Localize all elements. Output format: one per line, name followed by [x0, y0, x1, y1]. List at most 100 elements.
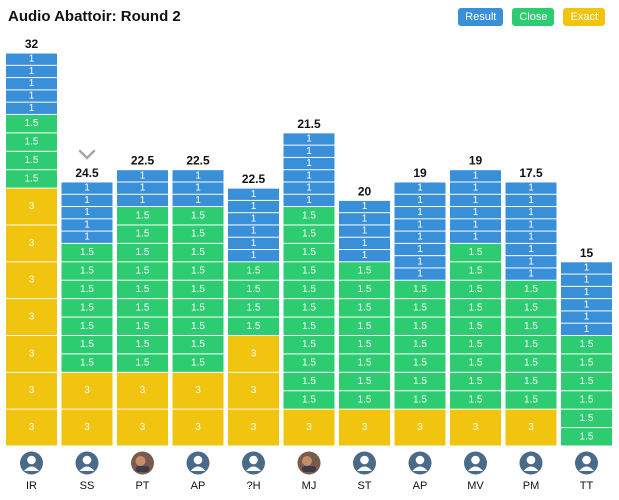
bar-segment-close[interactable]: [394, 317, 446, 335]
bar-segment-exact[interactable]: [228, 372, 279, 409]
bar-segment-result[interactable]: [450, 207, 501, 219]
bar-segment-close[interactable]: [61, 280, 113, 299]
bar-segment-result[interactable]: [172, 182, 224, 194]
bar-segment-close[interactable]: [117, 317, 168, 335]
bar-segment-result[interactable]: [505, 231, 557, 243]
bar-segment-result[interactable]: [450, 182, 501, 194]
bar-segment-close[interactable]: [283, 262, 335, 280]
bar-segment-close[interactable]: [450, 262, 501, 280]
bar-segment-result[interactable]: [6, 102, 57, 114]
bar-segment-close[interactable]: [117, 243, 168, 262]
bar-segment-result[interactable]: [228, 237, 279, 250]
legend-exact-button[interactable]: Exact: [563, 8, 605, 26]
bar-segment-close[interactable]: [450, 354, 501, 372]
bar-segment-close[interactable]: [450, 335, 501, 354]
bar-segment-close[interactable]: [283, 225, 335, 243]
bar-segment-close[interactable]: [339, 280, 390, 299]
bar-segment-result[interactable]: [394, 268, 446, 280]
bar-segment-close[interactable]: [283, 243, 335, 262]
bar-segment-exact[interactable]: [172, 409, 224, 446]
bar-segment-close[interactable]: [117, 299, 168, 317]
bar-segment-result[interactable]: [394, 194, 446, 207]
bar-segment-result[interactable]: [561, 274, 612, 286]
bar-segment-result[interactable]: [283, 145, 335, 157]
bar-segment-close[interactable]: [561, 354, 612, 372]
bar-segment-close[interactable]: [6, 170, 57, 188]
bar-segment-result[interactable]: [61, 207, 113, 219]
bar-segment-result[interactable]: [505, 219, 557, 231]
bar-segment-close[interactable]: [394, 391, 446, 409]
bar-segment-result[interactable]: [505, 243, 557, 256]
bar-segment-close[interactable]: [283, 335, 335, 354]
bar-segment-result[interactable]: [339, 200, 390, 213]
bar-segment-result[interactable]: [505, 207, 557, 219]
bar-segment-close[interactable]: [61, 243, 113, 262]
bar-segment-close[interactable]: [339, 262, 390, 280]
bar-segment-result[interactable]: [505, 182, 557, 194]
bar-segment-close[interactable]: [61, 354, 113, 372]
bar-segment-result[interactable]: [172, 194, 224, 207]
bar-segment-exact[interactable]: [6, 188, 57, 225]
bar-segment-result[interactable]: [450, 194, 501, 207]
bar-segment-close[interactable]: [172, 243, 224, 262]
bar-segment-exact[interactable]: [6, 225, 57, 262]
bar-segment-exact[interactable]: [339, 409, 390, 446]
bar-segment-close[interactable]: [394, 335, 446, 354]
bar-segment-exact[interactable]: [6, 335, 57, 372]
bar-segment-close[interactable]: [172, 354, 224, 372]
bar-segment-result[interactable]: [117, 170, 168, 182]
bar-segment-result[interactable]: [339, 250, 390, 262]
bar-segment-exact[interactable]: [283, 409, 335, 446]
bar-segment-result[interactable]: [505, 268, 557, 280]
bar-segment-result[interactable]: [61, 182, 113, 194]
bar-segment-close[interactable]: [505, 354, 557, 372]
bar-segment-close[interactable]: [450, 243, 501, 262]
bar-segment-result[interactable]: [561, 323, 612, 335]
bar-segment-close[interactable]: [561, 335, 612, 354]
bar-segment-close[interactable]: [561, 409, 612, 428]
bar-segment-exact[interactable]: [61, 372, 113, 409]
bar-segment-close[interactable]: [61, 335, 113, 354]
bar-segment-exact[interactable]: [6, 299, 57, 335]
bar-segment-close[interactable]: [117, 225, 168, 243]
bar-segment-close[interactable]: [117, 354, 168, 372]
bar-segment-close[interactable]: [172, 280, 224, 299]
bar-segment-result[interactable]: [117, 182, 168, 194]
bar-segment-result[interactable]: [228, 250, 279, 262]
bar-segment-result[interactable]: [394, 243, 446, 256]
bar-segment-close[interactable]: [228, 280, 279, 299]
bar-segment-result[interactable]: [339, 213, 390, 225]
bar-segment-exact[interactable]: [505, 409, 557, 446]
bar-segment-close[interactable]: [505, 372, 557, 391]
bar-segment-close[interactable]: [228, 317, 279, 335]
bar-segment-result[interactable]: [394, 182, 446, 194]
bar-segment-close[interactable]: [172, 317, 224, 335]
bar-segment-result[interactable]: [283, 157, 335, 170]
bar-segment-exact[interactable]: [117, 372, 168, 409]
bar-segment-result[interactable]: [283, 170, 335, 182]
bar-segment-result[interactable]: [283, 133, 335, 145]
bar-segment-result[interactable]: [228, 225, 279, 237]
bar-segment-close[interactable]: [228, 262, 279, 280]
bar-segment-result[interactable]: [561, 311, 612, 323]
bar-segment-result[interactable]: [283, 194, 335, 207]
bar-segment-close[interactable]: [339, 354, 390, 372]
bar-segment-result[interactable]: [228, 188, 279, 200]
bar-segment-close[interactable]: [228, 299, 279, 317]
bar-segment-result[interactable]: [61, 194, 113, 207]
bar-segment-close[interactable]: [339, 299, 390, 317]
bar-segment-close[interactable]: [339, 317, 390, 335]
bar-segment-close[interactable]: [283, 280, 335, 299]
bar-segment-close[interactable]: [561, 428, 612, 446]
bar-segment-close[interactable]: [394, 299, 446, 317]
bar-segment-result[interactable]: [561, 262, 612, 274]
bar-segment-close[interactable]: [339, 335, 390, 354]
bar-segment-exact[interactable]: [394, 409, 446, 446]
bar-segment-close[interactable]: [450, 372, 501, 391]
bar-segment-result[interactable]: [283, 182, 335, 194]
bar-segment-close[interactable]: [339, 391, 390, 409]
bar-segment-close[interactable]: [505, 391, 557, 409]
bar-segment-result[interactable]: [172, 170, 224, 182]
bar-segment-close[interactable]: [117, 280, 168, 299]
bar-segment-result[interactable]: [561, 286, 612, 299]
